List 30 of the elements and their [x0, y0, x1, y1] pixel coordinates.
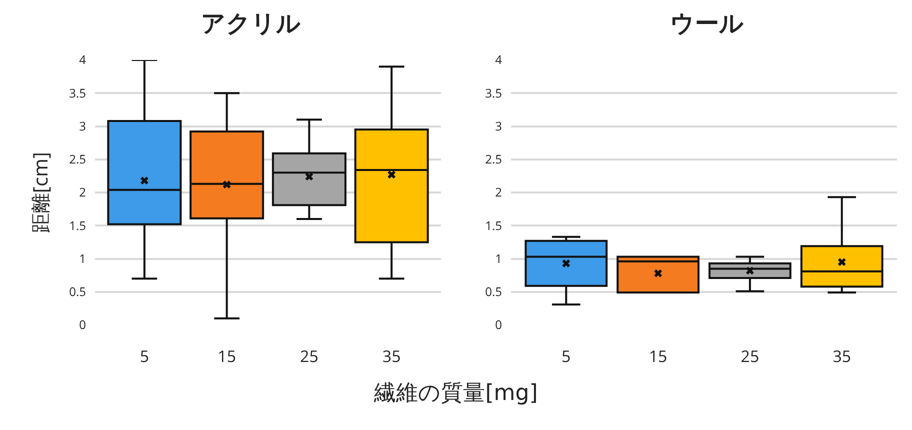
y-tick-label: 2.5: [485, 150, 502, 168]
chart-title: アクリル: [200, 10, 301, 38]
y-tick-label: 0: [495, 316, 502, 334]
chart-title: ウール: [670, 10, 744, 38]
x-tick-label: 35: [832, 345, 852, 367]
y-tick-label: 1: [495, 250, 502, 267]
y-tick-label: 3.5: [69, 84, 86, 102]
y-tick-label: 0.5: [69, 283, 86, 300]
y-tick-label: 4: [495, 51, 502, 68]
x-tick-label: 25: [740, 345, 760, 367]
x-tick-label: 25: [300, 345, 318, 367]
y-tick-label: 2.5: [69, 150, 86, 168]
y-tick-label: 3: [495, 117, 502, 134]
y-tick-label: 2: [495, 184, 502, 201]
x-tick-label: 35: [382, 345, 401, 367]
y-tick-label: 4: [79, 51, 86, 68]
y-tick-label: 1: [79, 250, 86, 267]
y-tick-label: 0: [79, 316, 86, 334]
x-tick-label: 5: [140, 345, 150, 367]
y-tick-label: 3.5: [485, 84, 502, 102]
x-axis-title: 繊維の質量[mg]: [373, 380, 539, 408]
y-tick-label: 1.5: [485, 216, 502, 234]
y-tick-label: 0.5: [485, 283, 502, 300]
x-tick-label: 15: [218, 345, 236, 367]
x-tick-label: 15: [648, 345, 668, 367]
y-tick-label: 1.5: [69, 216, 86, 234]
y-axis-title: 距離[cm]: [26, 152, 54, 234]
y-tick-label: 2: [79, 184, 86, 201]
x-tick-label: 5: [562, 345, 571, 367]
y-tick-label: 3: [79, 117, 86, 134]
